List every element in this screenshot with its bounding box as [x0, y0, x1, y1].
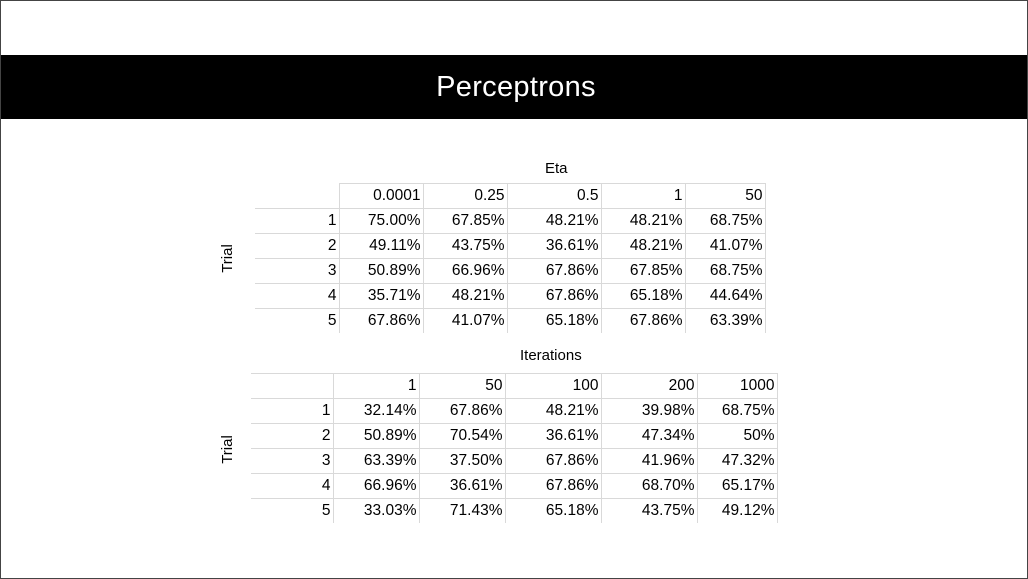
iterations-col-header: 1000 [697, 373, 778, 399]
table-cell: 43.75% [423, 233, 508, 259]
eta-header-row: 0.0001 0.25 0.5 1 50 [255, 183, 766, 209]
eta-caption: Eta [545, 160, 568, 177]
trial-number: 4 [251, 473, 334, 499]
table-row: 3 50.89% 66.96% 67.86% 67.85% 68.75% [255, 258, 766, 284]
iterations-col-header: 50 [419, 373, 506, 399]
table-cell: 48.21% [423, 283, 508, 309]
eta-col-header: 50 [685, 183, 766, 209]
iterations-corner-cell [251, 373, 334, 399]
table-row: 3 63.39% 37.50% 67.86% 41.96% 47.32% [251, 448, 778, 474]
trial-number: 1 [251, 398, 334, 424]
iterations-header-row: 1 50 100 200 1000 [251, 373, 778, 399]
table-cell: 68.70% [601, 473, 698, 499]
table-cell: 48.21% [601, 233, 686, 259]
trial-number: 3 [255, 258, 340, 284]
table-cell: 43.75% [601, 498, 698, 523]
table-cell: 70.54% [419, 423, 506, 449]
table-cell: 68.75% [697, 398, 778, 424]
iterations-col-header: 100 [505, 373, 602, 399]
table-cell: 63.39% [333, 448, 420, 474]
table-cell: 67.85% [423, 208, 508, 234]
table-cell: 66.96% [333, 473, 420, 499]
table-row: 1 75.00% 67.85% 48.21% 48.21% 68.75% [255, 208, 766, 234]
table-cell: 44.64% [685, 283, 766, 309]
table-cell: 48.21% [601, 208, 686, 234]
table-cell: 35.71% [339, 283, 424, 309]
table-cell: 41.07% [685, 233, 766, 259]
table-cell: 66.96% [423, 258, 508, 284]
trial-number: 3 [251, 448, 334, 474]
table-cell: 68.75% [685, 258, 766, 284]
table-cell: 49.12% [697, 498, 778, 523]
table-cell: 67.86% [419, 398, 506, 424]
table-cell: 71.43% [419, 498, 506, 523]
iterations-table: 1 50 100 200 1000 1 32.14% 67.86% 48.21%… [251, 373, 778, 523]
iterations-col-header: 200 [601, 373, 698, 399]
table-cell: 33.03% [333, 498, 420, 523]
trial-number: 5 [255, 308, 340, 333]
trial-number: 1 [255, 208, 340, 234]
table-row: 4 66.96% 36.61% 67.86% 68.70% 65.17% [251, 473, 778, 499]
table-row: 5 33.03% 71.43% 65.18% 43.75% 49.12% [251, 498, 778, 523]
table-cell: 32.14% [333, 398, 420, 424]
table-cell: 48.21% [507, 208, 602, 234]
table-cell: 75.00% [339, 208, 424, 234]
table-cell: 67.86% [505, 448, 602, 474]
table-cell: 41.96% [601, 448, 698, 474]
iterations-caption: Iterations [520, 347, 582, 364]
eta-table: 0.0001 0.25 0.5 1 50 1 75.00% 67.85% 48.… [255, 183, 766, 333]
slide-title: Perceptrons [436, 70, 596, 103]
table-cell: 67.86% [339, 308, 424, 333]
table-cell: 50.89% [339, 258, 424, 284]
eta-trial-label: Trial [218, 244, 236, 273]
table-cell: 65.18% [505, 498, 602, 523]
table-cell: 67.86% [507, 283, 602, 309]
trial-number: 2 [251, 423, 334, 449]
table-cell: 49.11% [339, 233, 424, 259]
table-row: 2 50.89% 70.54% 36.61% 47.34% 50% [251, 423, 778, 449]
table-cell: 67.86% [601, 308, 686, 333]
trial-number: 4 [255, 283, 340, 309]
table-cell: 67.86% [507, 258, 602, 284]
iterations-trial-label: Trial [218, 435, 236, 464]
eta-corner-cell [255, 183, 340, 209]
table-row: 5 67.86% 41.07% 65.18% 67.86% 63.39% [255, 308, 766, 333]
table-cell: 63.39% [685, 308, 766, 333]
eta-col-header: 0.0001 [339, 183, 424, 209]
iterations-col-header: 1 [333, 373, 420, 399]
table-cell: 67.85% [601, 258, 686, 284]
table-cell: 67.86% [505, 473, 602, 499]
table-cell: 65.18% [601, 283, 686, 309]
table-cell: 39.98% [601, 398, 698, 424]
table-row: 4 35.71% 48.21% 67.86% 65.18% 44.64% [255, 283, 766, 309]
table-cell: 41.07% [423, 308, 508, 333]
table-cell: 47.34% [601, 423, 698, 449]
table-cell: 68.75% [685, 208, 766, 234]
eta-col-header: 0.25 [423, 183, 508, 209]
trial-number: 5 [251, 498, 334, 523]
eta-col-header: 1 [601, 183, 686, 209]
table-cell: 50.89% [333, 423, 420, 449]
table-cell: 36.61% [419, 473, 506, 499]
table-cell: 47.32% [697, 448, 778, 474]
table-cell: 50% [697, 423, 778, 449]
table-row: 1 32.14% 67.86% 48.21% 39.98% 68.75% [251, 398, 778, 424]
table-cell: 36.61% [505, 423, 602, 449]
table-row: 2 49.11% 43.75% 36.61% 48.21% 41.07% [255, 233, 766, 259]
table-cell: 37.50% [419, 448, 506, 474]
eta-col-header: 0.5 [507, 183, 602, 209]
trial-number: 2 [255, 233, 340, 259]
table-cell: 48.21% [505, 398, 602, 424]
table-cell: 65.18% [507, 308, 602, 333]
table-cell: 36.61% [507, 233, 602, 259]
table-cell: 65.17% [697, 473, 778, 499]
title-bar: Perceptrons [1, 55, 1027, 119]
